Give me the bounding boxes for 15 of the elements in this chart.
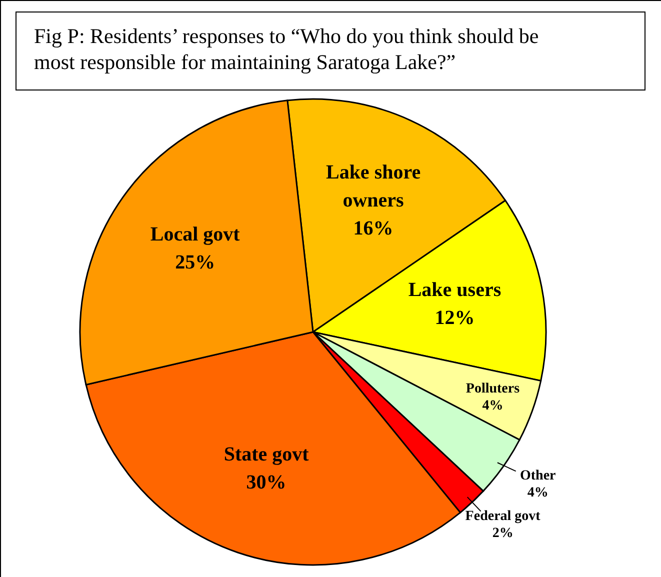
data-label: 4%: [527, 486, 548, 501]
data-label: 16%: [353, 218, 394, 240]
data-label: 2%: [492, 526, 514, 541]
slice-label: Local govt: [150, 224, 240, 246]
chart-title: Fig P: Residents’ responses to “Who do you think should be most responsible for maintaining Saratoga Lake?”: [34, 24, 539, 74]
slice-label: Polluters: [466, 381, 520, 396]
slice-label: Other: [520, 468, 556, 484]
data-label: 4%: [482, 398, 504, 414]
data-label: 25%: [175, 252, 216, 274]
slice-label: Lake shore owners: [326, 162, 421, 212]
slice-label: Lake users: [408, 279, 502, 302]
data-label: 30%: [246, 472, 286, 494]
slice-label: Federal govt: [465, 508, 541, 524]
slice-label: State govt: [224, 444, 310, 466]
data-label: 12%: [434, 307, 475, 330]
